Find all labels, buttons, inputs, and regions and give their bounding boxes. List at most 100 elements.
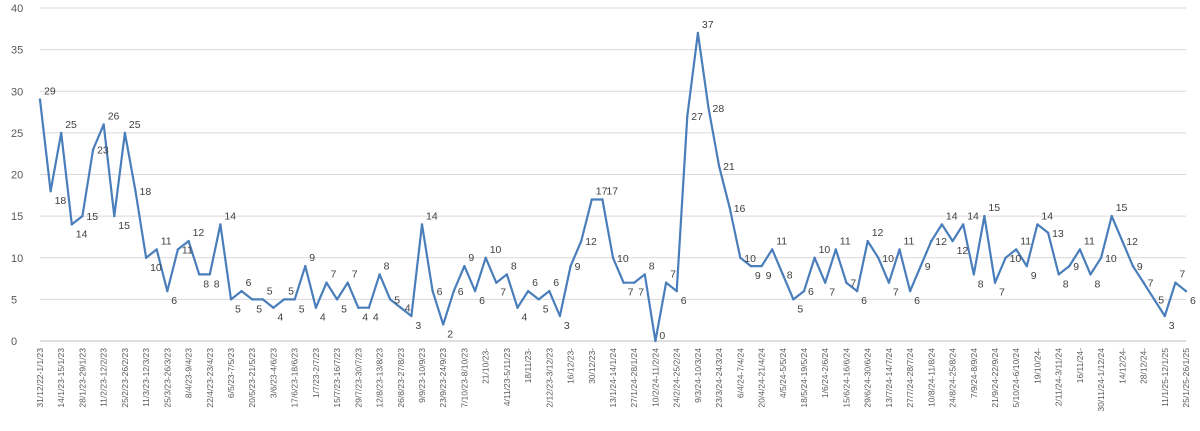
data-point bbox=[420, 223, 424, 226]
data-label: 15 bbox=[1116, 202, 1128, 214]
x-tick-label: 21/10/23- bbox=[481, 348, 491, 384]
data-label: 5 bbox=[543, 303, 549, 315]
data-label: 14 bbox=[946, 210, 958, 222]
data-label: 11 bbox=[1020, 235, 1031, 247]
y-tick-label: 15 bbox=[11, 211, 23, 223]
y-tick-label: 10 bbox=[11, 253, 23, 265]
data-point bbox=[251, 298, 254, 301]
data-label: 10 bbox=[1105, 253, 1117, 265]
data-label: 6 bbox=[437, 286, 443, 298]
x-tick-label: 7/10/23-8/10/23 bbox=[459, 348, 469, 408]
data-point bbox=[537, 298, 540, 301]
data-label: 12 bbox=[1126, 236, 1138, 248]
data-point bbox=[654, 339, 657, 343]
data-label: 5 bbox=[394, 294, 400, 306]
data-point bbox=[717, 165, 721, 168]
data-point bbox=[113, 214, 116, 218]
data-point bbox=[877, 256, 880, 259]
data-point bbox=[983, 214, 986, 218]
data-point bbox=[60, 131, 63, 135]
x-tick-label: 25/2/23-26/2/23 bbox=[120, 348, 130, 408]
x-tick-label: 9/3/24-10/3/24 bbox=[693, 348, 703, 403]
data-point bbox=[1153, 298, 1156, 301]
data-point bbox=[176, 248, 180, 251]
data-label: 7 bbox=[352, 269, 358, 281]
data-label: 5 bbox=[256, 303, 262, 315]
data-label: 14 bbox=[1041, 210, 1053, 222]
data-label: 12 bbox=[193, 227, 205, 239]
data-point bbox=[187, 239, 190, 243]
data-label: 37 bbox=[702, 19, 714, 31]
y-tick-label: 0 bbox=[11, 336, 17, 348]
data-label: 15 bbox=[118, 220, 130, 232]
data-point bbox=[314, 306, 318, 309]
data-point bbox=[410, 314, 413, 318]
data-label: 18 bbox=[55, 195, 67, 207]
x-tick-label: 30/12/23- bbox=[587, 348, 597, 384]
data-point bbox=[686, 115, 689, 118]
data-label: 12 bbox=[935, 236, 947, 248]
data-label: 9 bbox=[1137, 261, 1143, 273]
x-tick-label: 23/9/23-24/9/23 bbox=[438, 348, 448, 408]
y-tick-label: 5 bbox=[11, 294, 17, 306]
data-point bbox=[633, 281, 636, 284]
x-tick-label: 14/1/23-15/1/23 bbox=[56, 348, 66, 408]
data-point bbox=[1057, 273, 1060, 276]
data-label: 8 bbox=[1063, 278, 1069, 290]
data-label: 11 bbox=[776, 235, 787, 247]
data-point bbox=[1078, 248, 1082, 251]
data-point bbox=[473, 289, 477, 293]
x-tick-label: 29/7/23-30/7/23 bbox=[353, 348, 363, 408]
data-label: 6 bbox=[914, 295, 920, 307]
data-label: 9 bbox=[766, 270, 772, 282]
data-point bbox=[590, 198, 593, 201]
x-tick-label: 4/5/24-5/5/24 bbox=[778, 348, 788, 398]
x-tick-label: 30/11/24-1/12/24 bbox=[1096, 348, 1106, 412]
data-label: 8 bbox=[214, 278, 220, 290]
series bbox=[38, 31, 1188, 343]
data-point bbox=[389, 298, 392, 301]
data-point bbox=[166, 289, 169, 293]
data-point bbox=[1015, 248, 1018, 251]
data-label: 5 bbox=[267, 285, 273, 297]
data-point bbox=[580, 239, 583, 243]
data-point bbox=[887, 281, 891, 284]
data-label: 6 bbox=[532, 277, 538, 289]
data-point bbox=[622, 281, 625, 284]
data-label: 17 bbox=[596, 186, 608, 198]
x-tick-label: 11/1/25-12/1/25 bbox=[1160, 348, 1170, 407]
data-label: 7 bbox=[829, 287, 835, 299]
x-tick-label: 29/6/24-30/6/24 bbox=[863, 348, 873, 408]
x-tick-label: 25/3/23-26/3/23 bbox=[162, 348, 172, 408]
data-label: 9 bbox=[1073, 261, 1079, 273]
data-label: 10 bbox=[819, 244, 831, 256]
data-label: 4 bbox=[320, 312, 326, 324]
data-point bbox=[495, 281, 498, 284]
data-point bbox=[463, 264, 466, 268]
x-tick-label: 22/4/23-23/4/23 bbox=[205, 348, 215, 408]
data-label: 6 bbox=[479, 295, 485, 307]
data-label: 11 bbox=[904, 235, 915, 247]
x-tick-label: 6/4/24-7/4/24 bbox=[735, 348, 745, 398]
data-point bbox=[240, 289, 243, 293]
x-tick-label: 25/1/25-26/1/25 bbox=[1181, 348, 1191, 408]
gridlines bbox=[40, 7, 1186, 342]
data-point bbox=[792, 298, 795, 301]
data-point bbox=[569, 264, 572, 268]
data-point bbox=[993, 281, 997, 284]
data-label: 7 bbox=[1148, 278, 1154, 290]
data-point bbox=[834, 248, 837, 251]
data-point bbox=[208, 273, 211, 276]
data-point bbox=[1174, 281, 1177, 284]
data-point bbox=[1121, 239, 1124, 243]
y-axis-ticks: 0 5 10 15 20 25 30 35 40 bbox=[11, 3, 23, 348]
data-point bbox=[1068, 264, 1071, 268]
x-tick-label: 2/11/24-3/11/24 bbox=[1054, 348, 1064, 407]
data-label: 7 bbox=[500, 287, 506, 299]
data-label: 6 bbox=[458, 286, 464, 298]
data-point bbox=[91, 148, 95, 151]
x-tick-label: 27/7/24-28/7/24 bbox=[905, 348, 915, 408]
data-point bbox=[335, 298, 339, 301]
data-label: 17 bbox=[606, 186, 618, 198]
